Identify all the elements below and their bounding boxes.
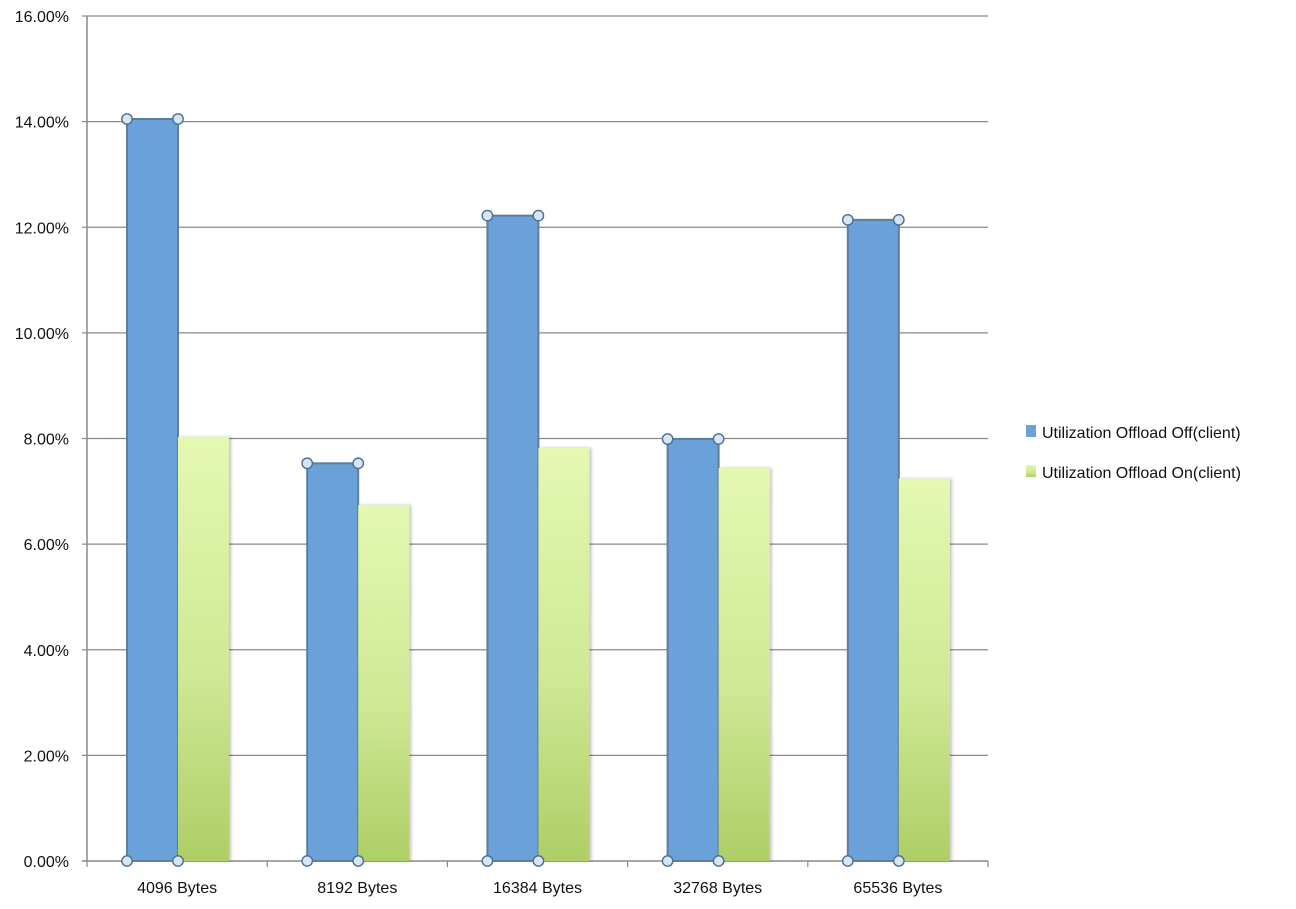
selection-handle — [481, 209, 494, 222]
legend-swatch — [1026, 465, 1036, 477]
y-tick-label: 6.00% — [24, 537, 69, 554]
bar-offload-off — [486, 214, 540, 863]
legend-swatch — [1026, 425, 1036, 437]
selection-handle — [481, 855, 494, 867]
y-tick-label: 4.00% — [24, 643, 69, 660]
bar-offload-on — [718, 468, 770, 861]
selection-handle — [352, 855, 365, 867]
selection-handle — [301, 855, 314, 867]
legend: Utilization Offload Off(client) Utilizati… — [1026, 425, 1241, 482]
y-tick-label: 8.00% — [24, 432, 69, 449]
legend-label: Utilization Offload On(client) — [1042, 465, 1241, 482]
selection-handle — [661, 433, 674, 445]
y-tick-label: 16.00% — [15, 9, 69, 26]
selection-handle — [532, 209, 545, 222]
selection-handle — [172, 855, 184, 867]
bars — [126, 117, 950, 863]
x-tick-label: 16384 Bytes — [493, 880, 582, 897]
bar-offload-off — [846, 218, 900, 862]
bar-offload-on — [538, 448, 590, 861]
selection-handle — [892, 213, 905, 226]
selection-handle — [532, 855, 545, 867]
y-tick-label: 10.00% — [15, 326, 69, 343]
bar-offload-on — [358, 505, 410, 861]
selection-handle — [892, 855, 905, 867]
selection-handles — [121, 113, 905, 867]
selection-handle — [121, 113, 133, 125]
selection-handle — [661, 855, 674, 867]
x-tick-label: 65536 Bytes — [853, 880, 942, 897]
bar-offload-on — [898, 478, 950, 861]
selection-handle — [841, 855, 854, 867]
selection-handle — [172, 113, 184, 125]
legend-label: Utilization Offload Off(client) — [1042, 425, 1241, 442]
y-tick-label: 12.00% — [15, 220, 69, 237]
y-tick-label: 0.00% — [24, 854, 69, 871]
bar-offload-on — [178, 436, 229, 861]
y-tick-label: 2.00% — [24, 748, 69, 765]
selection-handle — [712, 433, 725, 445]
y-tick-label: 14.00% — [15, 115, 69, 132]
selection-handle — [352, 457, 365, 470]
bar-offload-off — [306, 462, 360, 862]
selection-handle — [841, 213, 854, 226]
selection-handle — [301, 457, 314, 470]
x-tick-label: 4096 Bytes — [137, 880, 217, 897]
x-tick-label: 8192 Bytes — [317, 880, 397, 897]
selection-handle — [121, 855, 133, 867]
bar-offload-off — [666, 438, 720, 862]
x-tick-label: 32768 Bytes — [673, 880, 762, 897]
selection-handle — [712, 855, 725, 867]
bar-offload-off — [126, 117, 179, 862]
tick-labels: 0.00% 2.00% 4.00% 6.00% 8.00% 10.00% 12.00% 14.… — [15, 9, 943, 897]
